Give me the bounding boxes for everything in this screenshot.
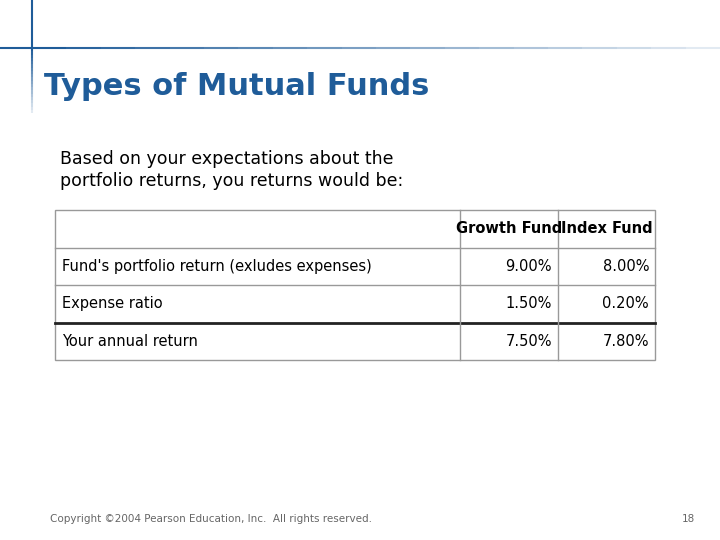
Text: Your annual return: Your annual return	[62, 334, 198, 349]
Text: portfolio returns, you returns would be:: portfolio returns, you returns would be:	[60, 172, 403, 190]
Text: 8.00%: 8.00%	[603, 259, 649, 274]
Text: 0.20%: 0.20%	[603, 296, 649, 311]
Text: Types of Mutual Funds: Types of Mutual Funds	[44, 72, 429, 101]
Text: Growth Fund: Growth Fund	[456, 221, 562, 237]
Text: Expense ratio: Expense ratio	[62, 296, 163, 311]
Text: Fund's portfolio return (exludes expenses): Fund's portfolio return (exludes expense…	[62, 259, 372, 274]
Text: 7.50%: 7.50%	[505, 334, 552, 349]
Text: 18: 18	[682, 514, 695, 524]
Text: 7.80%: 7.80%	[603, 334, 649, 349]
Text: Based on your expectations about the: Based on your expectations about the	[60, 150, 394, 168]
Text: 9.00%: 9.00%	[505, 259, 552, 274]
Bar	[55, 210, 655, 360]
Text: 1.50%: 1.50%	[505, 296, 552, 311]
Text: Index Fund: Index Fund	[561, 221, 652, 237]
Text: Copyright ©2004 Pearson Education, Inc.  All rights reserved.: Copyright ©2004 Pearson Education, Inc. …	[50, 514, 372, 524]
